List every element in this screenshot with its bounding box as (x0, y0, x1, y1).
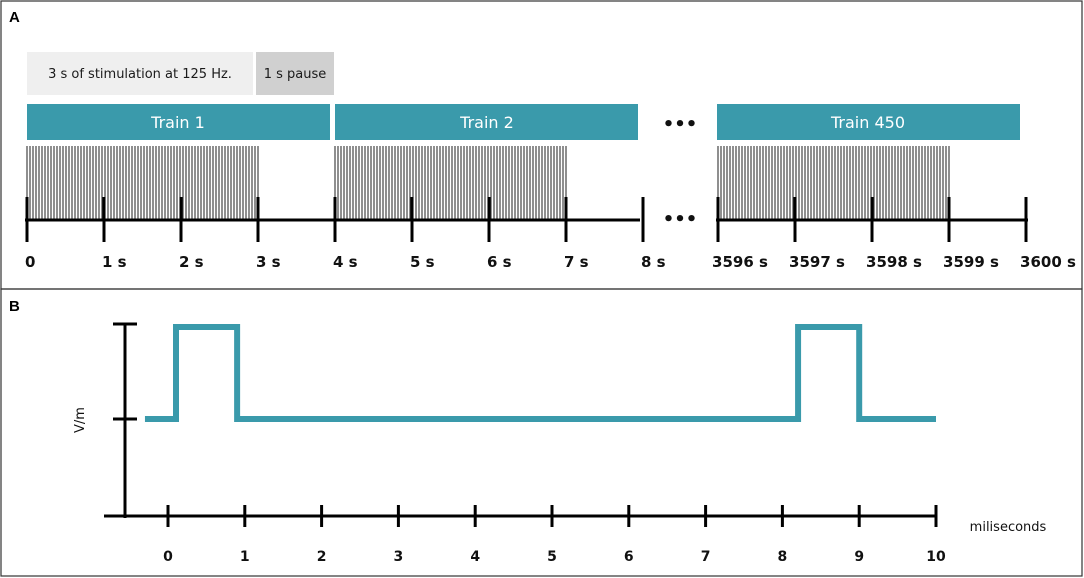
legend: 3 s of stimulation at 125 Hz. 1 s pause (27, 52, 334, 95)
pulse-block-1 (26, 146, 259, 219)
pulse-block-3 (717, 146, 950, 219)
axis1-tick-label: 6 s (487, 253, 512, 271)
train-1-bar (27, 104, 330, 140)
x-tick-label: 4 (470, 549, 480, 565)
panel-b-axes: 0 1 2 3 4 5 6 7 8 9 10 V/m miliseconds (73, 322, 1047, 565)
x-tick-label: 2 (317, 549, 327, 565)
pulse-stripes (26, 146, 950, 219)
x-tick-label: 3 (394, 549, 404, 565)
timeline-axis-1: 0 1 s 2 s 3 s 4 s 5 s 6 s 7 s 8 s (25, 197, 666, 271)
panel-b-letter: B (9, 298, 20, 315)
x-tick-label: 1 (240, 549, 250, 565)
x-tick-label: 9 (854, 549, 864, 565)
y-axis-title: V/m (73, 407, 88, 433)
x-tick-label: 0 (163, 549, 173, 565)
ellipsis-axis: ••• (663, 209, 698, 230)
pause-legend-label: 1 s pause (264, 67, 327, 82)
axis1-tick-label: 1 s (102, 253, 127, 271)
axis1-tick-label: 7 s (564, 253, 589, 271)
axis1-tick-label: 2 s (179, 253, 204, 271)
panel-a-letter: A (9, 9, 20, 26)
axis2-tick-label: 3600 s (1020, 253, 1076, 271)
train-2-label: Train 2 (459, 113, 514, 132)
x-tick-label: 8 (778, 549, 788, 565)
x-tick-label: 6 (624, 549, 634, 565)
axis2-tick-label: 3598 s (866, 253, 922, 271)
stimulation-waveform (144, 324, 936, 422)
axis1-tick-label: 5 s (410, 253, 435, 271)
pulse-block-2 (334, 146, 567, 219)
train-2-bar (335, 104, 638, 140)
x-tick-label: 10 (926, 549, 946, 565)
train-450-label: Train 450 (830, 113, 905, 132)
train-1-label: Train 1 (150, 113, 205, 132)
train-450-bar (717, 104, 1020, 140)
pause-legend-box (256, 52, 334, 95)
axis2-tick-label: 3599 s (943, 253, 999, 271)
x-tick-label: 5 (547, 549, 557, 565)
ellipsis-trains: ••• (663, 114, 698, 135)
panel-a-frame (0, 0, 1083, 290)
axis1-tick-label: 0 (25, 253, 35, 271)
axis2-tick-label: 3596 s (712, 253, 768, 271)
axis1-tick-label: 8 s (641, 253, 666, 271)
axis1-tick-label: 4 s (333, 253, 358, 271)
x-axis-title: miliseconds (970, 520, 1047, 535)
train-bars: Train 1 Train 2 Train 450 (27, 104, 1020, 140)
stimulation-legend-box (27, 52, 253, 95)
axis1-tick-label: 3 s (256, 253, 281, 271)
x-tick-label: 7 (701, 549, 711, 565)
panel-b-frame (0, 288, 1083, 577)
stimulation-legend-label: 3 s of stimulation at 125 Hz. (48, 67, 232, 82)
timeline-axis-2: 3596 s 3597 s 3598 s 3599 s 3600 s (712, 197, 1076, 271)
axis2-tick-label: 3597 s (789, 253, 845, 271)
